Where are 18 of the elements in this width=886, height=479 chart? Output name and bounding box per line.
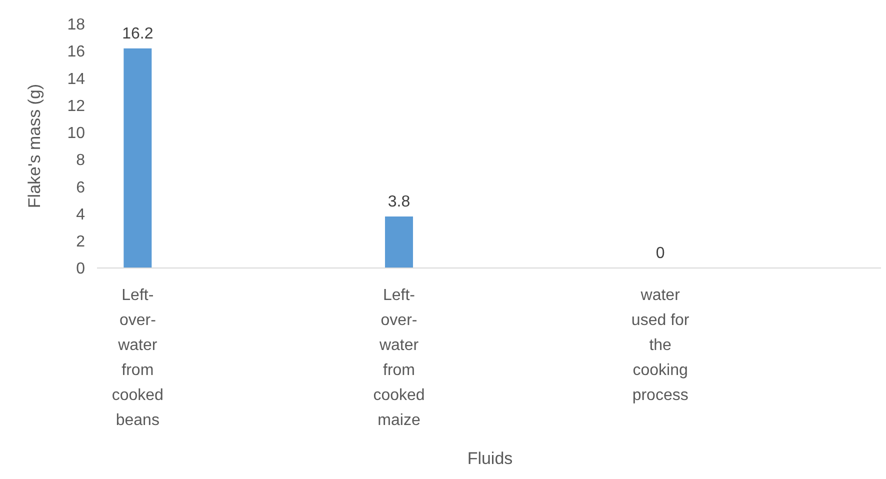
data-label: 0 — [656, 245, 665, 262]
y-tick-label: 0 — [76, 260, 86, 278]
x-axis-title: Fluids — [467, 449, 513, 468]
y-tick-label: 16 — [67, 44, 86, 61]
y-tick-label: 8 — [76, 152, 86, 170]
x-tick-label: water used for the cooking process — [631, 287, 690, 404]
y-tick-label: 14 — [67, 70, 86, 88]
y-tick-label: 4 — [76, 206, 86, 224]
y-tick-label: 10 — [67, 125, 86, 142]
y-tick-label: 12 — [67, 98, 86, 115]
y-axis-title: Flake's mass (g) — [25, 84, 44, 208]
data-label: 16.2 — [122, 25, 154, 42]
x-tick-label: Left-over-water from cooked beans — [112, 287, 164, 429]
data-label: 3.8 — [388, 193, 410, 210]
y-tick-label: 6 — [76, 179, 86, 196]
y-tick-label: 18 — [67, 16, 86, 34]
y-tick-label: 2 — [76, 233, 86, 250]
x-tick-label: Left-over-water from cooked maize — [373, 287, 425, 429]
